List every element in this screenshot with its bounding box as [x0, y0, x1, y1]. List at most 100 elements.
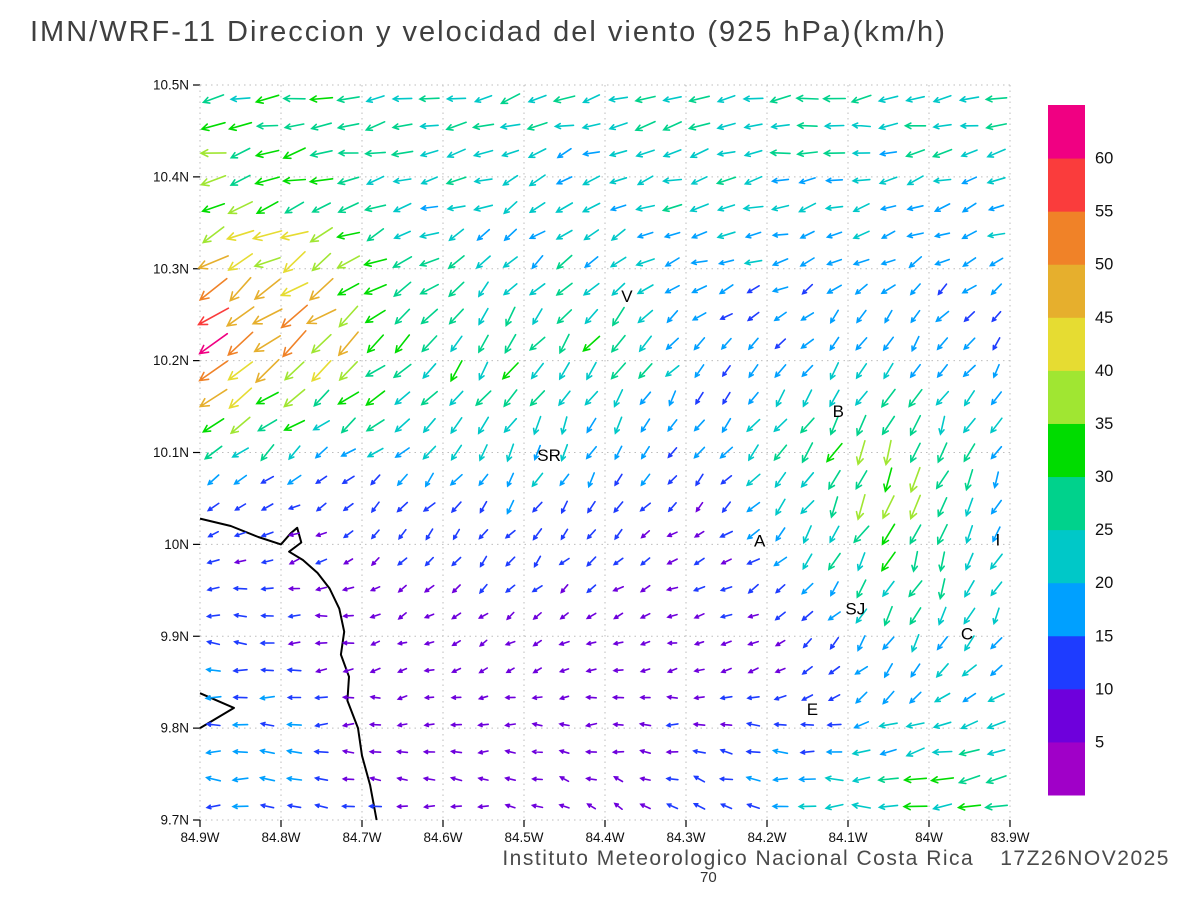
wind-arrow: [964, 635, 975, 652]
wind-arrow: [478, 361, 489, 381]
wind-arrow: [287, 504, 301, 510]
wind-arrow: [365, 95, 385, 103]
wind-arrow: [505, 584, 516, 593]
wind-arrow: [932, 123, 952, 130]
wind-arrow: [309, 227, 333, 243]
wind-arrow: [802, 553, 813, 571]
wind-arrow: [505, 667, 515, 674]
wind-arrow: [960, 149, 978, 158]
wind-arrow: [984, 803, 1008, 811]
wind-arrow: [477, 776, 489, 782]
wind-arrow: [883, 467, 893, 493]
wind-arrow: [336, 123, 360, 131]
city-label: SR: [537, 446, 561, 465]
wind-arrow: [391, 123, 413, 130]
wind-arrow: [801, 442, 814, 464]
wind-arrow: [824, 775, 844, 782]
wind-arrow: [961, 664, 977, 677]
wind-arrow: [205, 667, 221, 673]
wind-arrow: [338, 361, 358, 382]
wind-arrow: [608, 96, 629, 103]
wind-arrow: [234, 503, 247, 511]
wind-arrow: [206, 586, 220, 592]
wind-arrow: [662, 96, 682, 103]
wind-arrow: [255, 391, 279, 405]
wind-arrow: [693, 419, 705, 432]
wind-arrow: [584, 390, 599, 406]
wind-arrow: [201, 94, 225, 104]
wind-arrow: [336, 231, 361, 240]
wind-arrow: [747, 640, 759, 646]
wind-arrow: [936, 364, 948, 379]
wind-arrow: [690, 176, 708, 185]
colorbar-label: 35: [1095, 415, 1113, 433]
wind-arrow: [773, 311, 787, 322]
wind-arrow: [285, 776, 303, 782]
colorbar-segment: [1048, 476, 1085, 531]
wind-arrow: [365, 419, 385, 432]
wind-arrow: [478, 667, 488, 674]
wind-arrow: [692, 803, 706, 810]
wind-arrow: [719, 613, 733, 619]
wind-arrow: [555, 202, 574, 213]
wind-arrow: [556, 147, 572, 159]
wind-arrow: [770, 177, 790, 184]
wind-arrow: [450, 417, 463, 435]
wind-arrow: [584, 749, 598, 755]
wind-arrow: [583, 256, 599, 269]
wind-arrow: [393, 281, 412, 298]
wind-arrow: [504, 333, 517, 355]
wind-arrow: [635, 204, 655, 212]
wind-arrow: [992, 471, 1000, 489]
wind-arrow: [366, 228, 385, 242]
wind-arrow: [555, 254, 573, 270]
wind-arrow: [635, 149, 655, 158]
wind-arrow: [690, 231, 708, 239]
wind-arrow: [200, 121, 226, 132]
wind-arrow: [586, 584, 597, 594]
wind-arrow: [531, 695, 543, 701]
city-label: E: [807, 700, 818, 719]
wind-arrow: [775, 498, 786, 516]
x-axis-label: 84.6W: [423, 830, 462, 845]
wind-arrow: [720, 558, 732, 565]
wind-arrow: [720, 475, 733, 485]
wind-arrow: [558, 803, 570, 809]
wind-arrow: [855, 337, 868, 351]
wind-arrow: [532, 667, 542, 674]
wind-arrow: [475, 390, 492, 407]
wind-arrow: [559, 473, 570, 487]
wind-arrow: [558, 776, 570, 783]
wind-arrow: [198, 388, 228, 408]
wind-arrow: [503, 201, 518, 215]
wind-arrow: [586, 361, 597, 381]
wind-arrow: [743, 149, 763, 158]
wind-arrow: [608, 177, 628, 185]
figure-number: 70: [700, 869, 717, 886]
wind-arrow: [197, 255, 229, 270]
wind-arrow: [259, 640, 275, 646]
wind-arrow: [798, 202, 817, 213]
wind-arrow: [802, 638, 812, 649]
wind-arrow: [613, 612, 624, 620]
wind-arrow: [585, 695, 597, 700]
wind-arrow: [582, 150, 601, 157]
wind-arrow: [369, 667, 381, 674]
wind-arrow: [666, 558, 678, 565]
wind-arrow: [910, 442, 921, 464]
wind-arrow: [852, 258, 870, 266]
wind-arrow: [423, 695, 435, 700]
wind-arrow: [363, 284, 387, 295]
wind-arrow: [341, 803, 355, 809]
wind-arrow: [773, 694, 787, 701]
wind-arrow: [984, 95, 1008, 103]
wind-arrow: [746, 528, 760, 540]
wind-arrow: [908, 256, 923, 269]
wind-arrow: [422, 502, 436, 512]
wind-arrow: [666, 803, 679, 810]
wind-arrow: [394, 308, 411, 325]
wind-arrow: [340, 417, 356, 434]
wind-arrow: [530, 362, 544, 380]
wind-arrow: [664, 284, 680, 294]
wind-arrow: [989, 664, 1003, 677]
